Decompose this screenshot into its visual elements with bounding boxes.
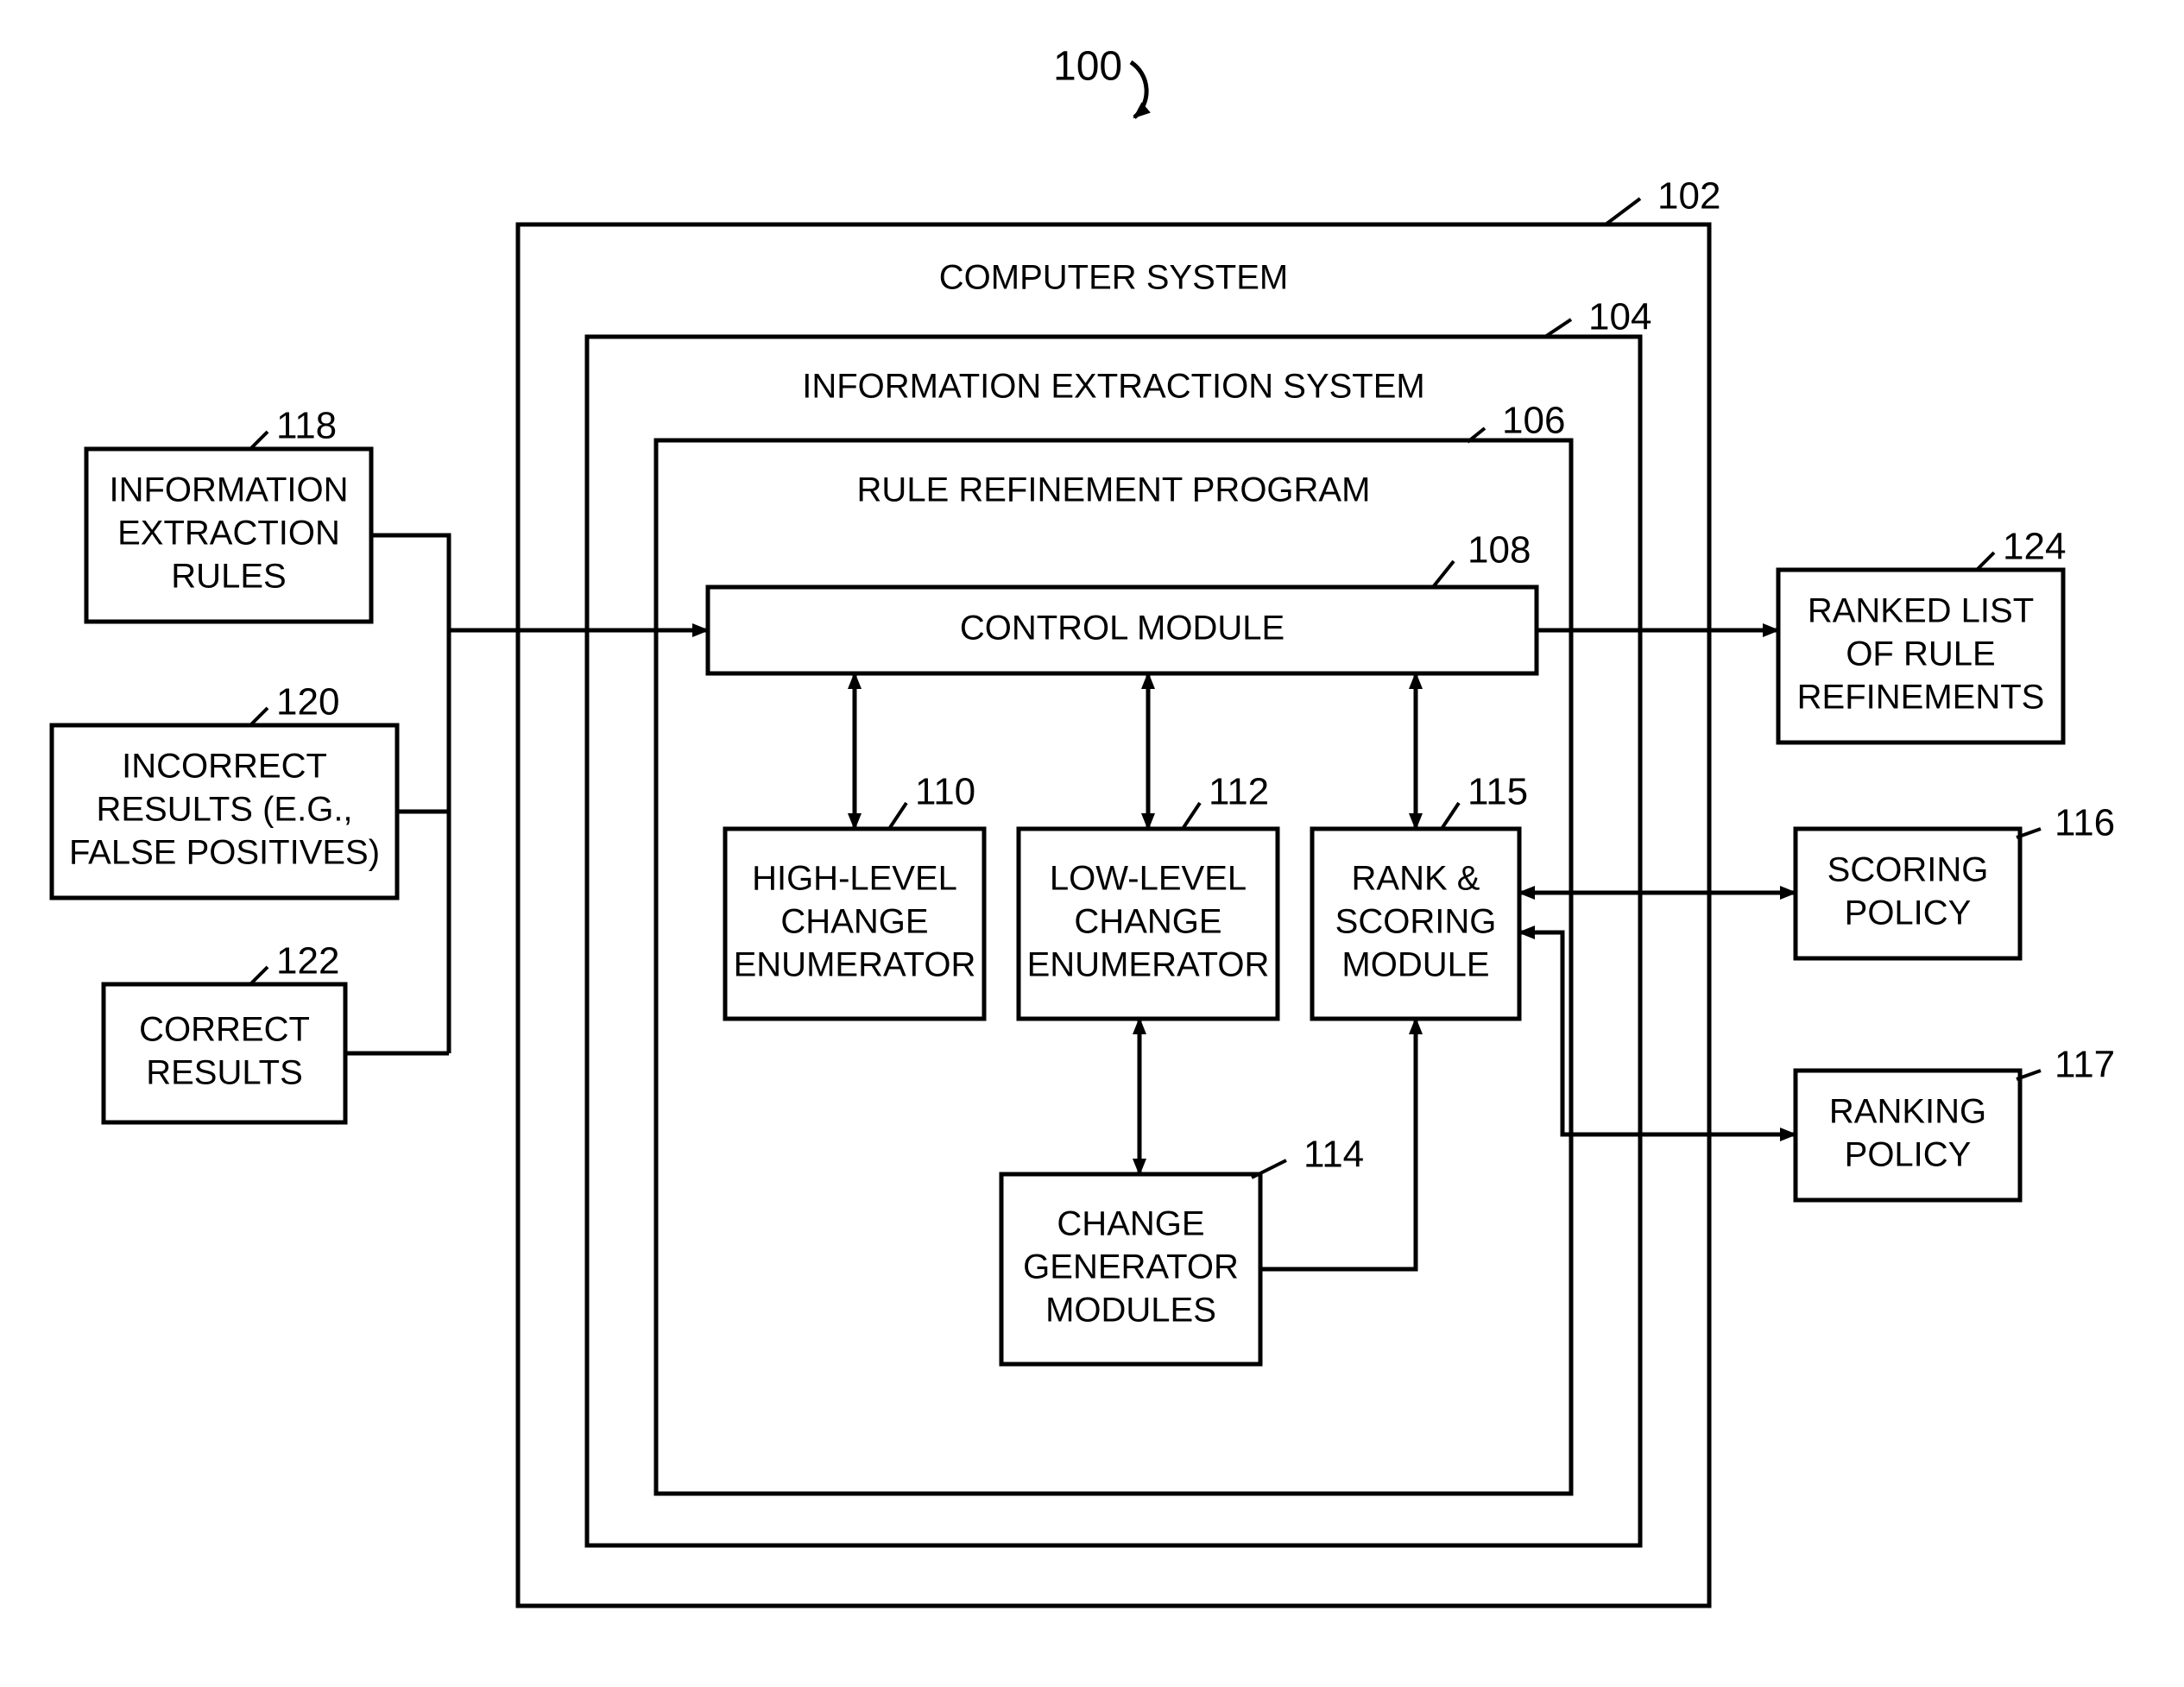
ranked_list_refinements-ref: 124 [2003,526,2066,568]
high_level_change_enum: HIGH-LEVEL CHANGE ENUMERATOR [725,829,984,1019]
svg-text:SCORING: SCORING [1335,903,1497,941]
svg-text:EXTRACTION: EXTRACTION [117,515,340,553]
info_extraction_rules: INFORMATION EXTRACTION RULES [86,449,371,622]
low_level_change_enum-ref: 112 [1209,771,1269,813]
control_module-label: CONTROL MODULE [960,610,1285,648]
svg-text:MODULES: MODULES [1045,1292,1216,1330]
svg-text:CORRECT: CORRECT [139,1011,310,1049]
svg-text:LOW-LEVEL: LOW-LEVEL [1050,860,1247,898]
control_module: CONTROL MODULE [708,587,1537,673]
scoring_policy: SCORING POLICY [1796,829,2020,958]
svg-text:RANKING: RANKING [1829,1093,1986,1131]
info_extraction_system-ref: 104 [1588,296,1651,338]
svg-text:RANKED LIST: RANKED LIST [1808,592,2034,630]
incorrect_results: INCORRECT RESULTS (E.G., FALSE POSITIVES) [52,725,397,898]
incorrect_results-leader [250,708,268,725]
info_extraction_system-title: INFORMATION EXTRACTION SYSTEM [802,368,1425,406]
svg-text:CHANGE: CHANGE [780,903,928,941]
svg-text:INCORRECT: INCORRECT [122,748,327,786]
ranked_list_refinements-leader [1977,553,1994,570]
info_extraction_rules-ref: 118 [276,405,337,447]
figure-ref-hook [1131,62,1146,117]
rule_refinement_program-title: RULE REFINEMENT PROGRAM [857,471,1371,509]
svg-text:RULES: RULES [171,558,286,596]
block-diagram: COMPUTER SYSTEM INFORMATION EXTRACTION SY… [0,0,2184,1687]
rank_scoring_module-label: RANK & SCORING MODULE [1335,860,1497,984]
svg-text:RANK &: RANK & [1352,860,1480,898]
rule_refinement_program-ref: 106 [1502,400,1565,442]
svg-text:POLICY: POLICY [1845,894,1972,932]
figure-ref-number: 100 [1053,44,1122,90]
svg-text:MODULE: MODULE [1341,946,1489,984]
scoring_policy-ref: 116 [2055,802,2115,844]
svg-text:FALSE POSITIVES): FALSE POSITIVES) [69,834,380,872]
svg-text:CHANGE: CHANGE [1057,1205,1204,1243]
svg-text:RESULTS: RESULTS [146,1054,303,1092]
svg-text:CHANGE: CHANGE [1074,903,1221,941]
computer_system-leader [1606,199,1640,224]
svg-text:POLICY: POLICY [1845,1136,1972,1174]
svg-text:OF RULE: OF RULE [1846,635,1995,673]
svg-text:INFORMATION: INFORMATION [109,471,348,509]
correct_results-leader [250,967,268,984]
computer_system-title: COMPUTER SYSTEM [939,259,1288,297]
rank_scoring_module: RANK & SCORING MODULE [1312,829,1519,1019]
change_generator_modules: CHANGE GENERATOR MODULES [1001,1174,1260,1364]
svg-text:SCORING: SCORING [1827,851,1989,889]
ranking_policy-ref: 117 [2055,1044,2115,1086]
change_generator_modules-ref: 114 [1303,1134,1364,1176]
correct_results-ref: 122 [276,940,339,983]
ranking_policy: RANKING POLICY [1796,1071,2020,1200]
control_module-ref: 108 [1468,529,1531,572]
svg-text:ENUMERATOR: ENUMERATOR [1027,946,1270,984]
svg-text:GENERATOR: GENERATOR [1023,1248,1239,1286]
svg-text:REFINEMENTS: REFINEMENTS [1797,679,2045,717]
high_level_change_enum-ref: 110 [915,771,975,813]
computer_system-ref: 102 [1657,175,1720,218]
rank_scoring_module-ref: 115 [1468,771,1528,813]
svg-text:HIGH-LEVEL: HIGH-LEVEL [752,860,957,898]
svg-text:RESULTS (E.G.,: RESULTS (E.G., [96,791,352,829]
low_level_change_enum: LOW-LEVEL CHANGE ENUMERATOR [1019,829,1278,1019]
correct_results: CORRECT RESULTS [104,984,345,1122]
incorrect_results-ref: 120 [276,681,339,723]
svg-text:ENUMERATOR: ENUMERATOR [734,946,976,984]
svg-text:CONTROL MODULE: CONTROL MODULE [960,610,1285,648]
ranked_list_refinements: RANKED LIST OF RULE REFINEMENTS [1778,570,2063,742]
info_extraction_rules-leader [250,432,268,449]
